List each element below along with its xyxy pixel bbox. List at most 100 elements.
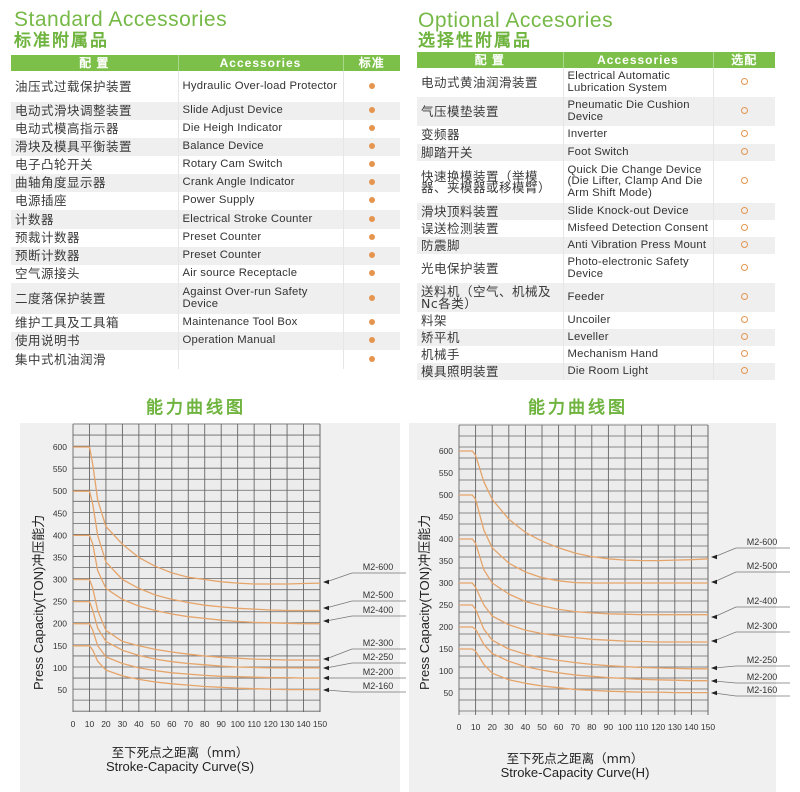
optional-circle-icon — [740, 240, 748, 248]
standard-dot-icon — [368, 161, 375, 168]
accessory-cell: Feeder — [563, 283, 714, 312]
config-cell: 维护工具及工具箱 — [11, 314, 179, 332]
config-cell: 气压模垫装置 — [417, 97, 564, 126]
standard-dot-icon — [368, 125, 375, 132]
arrow-head-icon — [323, 687, 329, 693]
config-cell: 集中式机油润滑 — [11, 350, 179, 369]
accessory-cell: Pneumatic Die Cushion Device — [563, 97, 714, 126]
leader-line — [713, 665, 737, 669]
table-row: 预裁计数器 Preset Counter — [11, 229, 400, 247]
accessory-cell: Against Over-run Safety Device — [178, 283, 344, 314]
leader-line — [325, 648, 353, 660]
x-tick-label: 80 — [587, 722, 597, 732]
arrow-head-icon — [711, 554, 717, 560]
accessory-cell: Electrical Stroke Counter — [178, 210, 344, 229]
table-row: 电源插座 Power Supply — [11, 192, 400, 210]
x-tick-label: 120 — [651, 722, 665, 732]
config-cell: 计数器 — [11, 210, 179, 229]
y-tick-label: 550 — [53, 464, 67, 474]
config-cell: 电源插座 — [11, 192, 179, 210]
config-cell: 机械手 — [417, 346, 564, 363]
curve-m2-400 — [73, 534, 320, 625]
series-label: M2-200 — [363, 667, 394, 677]
x-tick-label: 20 — [101, 719, 111, 729]
config-cell: 防震脚 — [417, 237, 564, 254]
y-tick-label: 400 — [53, 530, 67, 540]
series-label: M2-400 — [363, 605, 394, 615]
y-tick-label: 250 — [439, 600, 453, 610]
curve-m2-160 — [73, 645, 320, 691]
arrow-head-icon — [323, 665, 329, 671]
config-cell: 光电保护装置 — [417, 254, 564, 283]
mark-cell — [713, 329, 775, 346]
x-tick-label: 50 — [151, 719, 161, 729]
chart-s-subtitle: Stroke-Capacity Curve(S) — [105, 759, 255, 775]
x-tick-label: 100 — [231, 719, 245, 729]
col-accessories: Accessories — [178, 55, 344, 71]
arrow-head-icon — [711, 690, 717, 696]
x-tick-label: 140 — [296, 719, 310, 729]
table-row: 模具照明装置 Die Room Light — [417, 363, 775, 380]
curve-m2-400 — [459, 538, 708, 616]
optional-circle-icon — [740, 177, 748, 185]
accessory-cell: Preset Counter — [178, 229, 344, 247]
mark-cell — [343, 71, 400, 102]
accessory-cell: Slide Adjust Device — [178, 102, 344, 120]
leader-line — [325, 689, 353, 693]
x-tick-label: 40 — [521, 722, 531, 732]
table-row: 油压式过载保护装置 Hydraulic Over-load Protector — [11, 71, 400, 102]
y-tick-label: 150 — [53, 641, 67, 651]
curve-m2-250 — [73, 600, 320, 669]
x-tick-label: 110 — [247, 719, 261, 729]
x-tick-label: 10 — [85, 719, 95, 729]
config-cell: 电动式黄油润滑装置 — [417, 68, 564, 97]
table-row: 机械手 Mechanism Hand — [417, 346, 775, 363]
table-row: 二度落保护装置 Against Over-run Safety Device — [11, 283, 400, 314]
series-label: M2-160 — [747, 685, 778, 695]
accessory-cell: Crank Angle Indicator — [178, 174, 344, 192]
y-tick-label: 250 — [53, 597, 67, 607]
optional-circle-icon — [740, 223, 748, 231]
table-row: 预断计数器 Preset Counter — [11, 247, 400, 265]
config-cell: 曲轴角度显示器 — [11, 174, 179, 192]
table-row: 计数器 Electrical Stroke Counter — [11, 210, 400, 229]
arrow-head-icon — [323, 656, 329, 662]
x-tick-label: 120 — [264, 719, 278, 729]
leader-line — [713, 571, 737, 583]
table-row: 电动式滑块调整装置 Slide Adjust Device — [11, 102, 400, 120]
config-cell: 电动式滑块调整装置 — [11, 102, 179, 120]
table-row: 防震脚 Anti Vibration Press Mount — [417, 237, 775, 254]
optional-circle-icon — [740, 147, 748, 155]
optional-accessories-table: 配 置 Accessories 选配 电动式黄油润滑装置 Electrical A… — [417, 52, 775, 380]
mark-cell — [343, 102, 400, 120]
y-tick-label: 200 — [439, 622, 453, 632]
table-row: 矫平机 Leveller — [417, 329, 775, 346]
optional-circle-icon — [740, 332, 748, 340]
plot-area — [73, 424, 320, 712]
mark-cell — [713, 237, 775, 254]
table-row: 气压模垫装置 Pneumatic Die Cushion Device — [417, 97, 775, 126]
accessory-cell: Air source Receptacle — [178, 265, 344, 283]
accessory-cell: Photo-electronic Safety Device — [563, 254, 714, 283]
standard-dot-icon — [368, 82, 375, 89]
optional-circle-icon — [740, 77, 748, 85]
x-tick-label: 20 — [487, 722, 497, 732]
arrow-head-icon — [711, 614, 717, 620]
table-row: 电动式模高指示器 Die Heigh Indicator — [11, 120, 400, 138]
mark-cell — [713, 203, 775, 220]
accessory-cell: Balance Device — [178, 138, 344, 156]
config-cell: 油压式过载保护装置 — [11, 71, 179, 102]
y-tick-label: 550 — [439, 468, 453, 478]
mark-cell — [713, 220, 775, 237]
leader-line — [713, 692, 737, 697]
leader-line — [325, 615, 353, 622]
chart-h-ylabel: Press Capacity(TON)冲压能力 — [417, 514, 432, 690]
table-row: 使用说明书 Operation Manual — [11, 332, 400, 350]
accessory-cell: Quick Die Change Device (Die Lifter, Cla… — [563, 161, 714, 203]
x-tick-label: 30 — [504, 722, 514, 732]
mark-cell — [713, 144, 775, 161]
optional-circle-icon — [740, 349, 748, 357]
accessory-cell: Rotary Cam Switch — [178, 156, 344, 174]
y-tick-label: 400 — [439, 534, 453, 544]
chart-h-subtitle: Stroke-Capacity Curve(H) — [500, 765, 650, 781]
